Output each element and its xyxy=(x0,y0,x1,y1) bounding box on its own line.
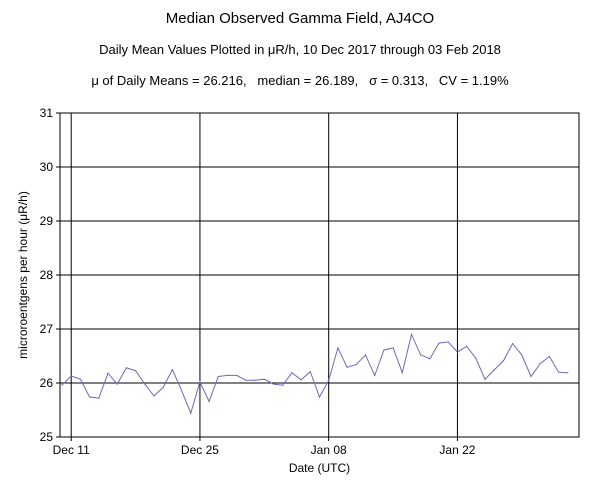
y-tick-label: 30 xyxy=(40,160,54,174)
data-point xyxy=(180,389,183,392)
data-point xyxy=(291,372,293,374)
data-point xyxy=(171,368,173,371)
data-point xyxy=(530,375,532,378)
y-tick-label: 31 xyxy=(40,106,54,120)
data-point xyxy=(125,367,127,369)
data-point xyxy=(383,349,385,351)
data-point xyxy=(134,369,137,372)
data-point xyxy=(61,384,63,386)
data-point xyxy=(392,347,394,349)
data-point xyxy=(493,369,495,371)
x-tick-label: Jan 22 xyxy=(439,443,475,457)
data-point xyxy=(539,362,541,365)
data-point xyxy=(190,412,192,414)
data-point xyxy=(558,371,560,373)
data-point xyxy=(484,378,486,380)
data-point xyxy=(512,342,514,345)
y-tick-label: 26 xyxy=(40,376,54,390)
data-point xyxy=(107,372,109,374)
x-axis-label: Date (UTC) xyxy=(289,461,350,475)
data-point xyxy=(502,360,505,362)
chart-title: Median Observed Gamma Field, AJ4CO xyxy=(165,10,435,27)
data-point xyxy=(162,386,164,388)
chart-stats-line: μ of Daily Means = 26.216, median = 26.1… xyxy=(91,73,509,88)
y-axis-label: microroentgens per hour (μR/h) xyxy=(16,191,30,359)
data-point xyxy=(346,366,348,368)
grid-lines xyxy=(60,113,579,437)
data-point xyxy=(263,378,265,380)
data-point xyxy=(208,400,210,402)
x-tick-label: Dec 11 xyxy=(53,443,90,457)
data-point xyxy=(217,375,219,378)
y-tick-label: 28 xyxy=(40,268,54,282)
data-point xyxy=(309,371,311,373)
y-tick-label: 29 xyxy=(40,214,54,228)
chart-subtitle: Daily Mean Values Plotted in μR/h, 10 De… xyxy=(99,42,501,57)
data-point xyxy=(199,381,201,383)
data-point xyxy=(88,396,91,398)
data-point xyxy=(226,374,229,377)
x-axis-ticks: Dec 11 Dec 25 Jan 08 Jan 22 xyxy=(53,437,476,457)
data-point xyxy=(401,372,403,374)
data-point xyxy=(475,357,477,359)
data-point xyxy=(456,351,459,353)
data-point xyxy=(447,341,449,343)
x-tick-label: Dec 25 xyxy=(181,443,219,457)
data-point xyxy=(282,384,284,386)
data-point xyxy=(337,347,339,349)
data-point xyxy=(410,333,413,335)
data-point xyxy=(567,372,569,374)
data-point xyxy=(70,375,72,377)
data-point xyxy=(429,358,431,360)
data-point xyxy=(245,379,247,381)
y-tick-label: 27 xyxy=(40,322,54,336)
data-point xyxy=(254,379,256,381)
data-point xyxy=(374,374,376,377)
data-point xyxy=(466,345,468,347)
data-point xyxy=(153,395,155,397)
data-point xyxy=(548,355,551,358)
data-series xyxy=(61,332,569,415)
data-point xyxy=(355,364,357,366)
data-point xyxy=(272,383,275,385)
x-tick-label: Jan 08 xyxy=(311,443,347,457)
data-point xyxy=(300,379,302,381)
data-point xyxy=(236,374,238,377)
y-tick-label: 25 xyxy=(40,430,54,444)
data-point xyxy=(420,354,422,356)
data-point xyxy=(521,354,523,356)
data-point xyxy=(79,378,81,380)
data-point xyxy=(328,379,330,381)
data-point xyxy=(438,342,440,344)
series-line xyxy=(61,332,568,415)
data-point xyxy=(364,354,367,356)
data-point xyxy=(98,397,100,399)
data-point xyxy=(318,396,321,398)
y-axis-ticks: 25 26 27 28 29 30 31 xyxy=(40,106,60,444)
data-point xyxy=(144,383,146,385)
data-point xyxy=(116,383,118,385)
